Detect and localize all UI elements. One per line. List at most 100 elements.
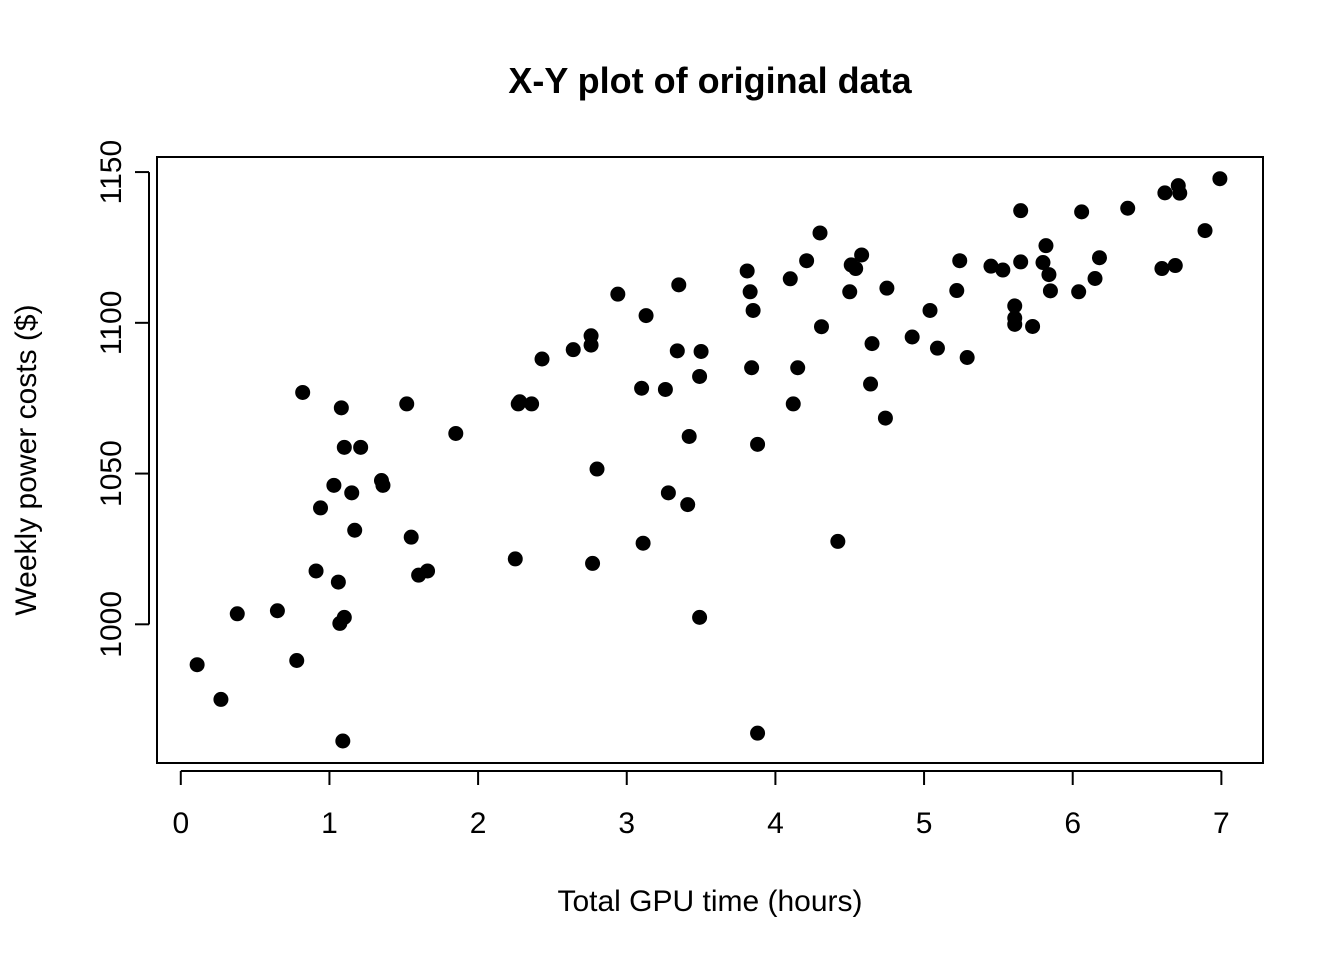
data-point bbox=[692, 609, 708, 625]
data-point bbox=[344, 485, 360, 501]
data-point bbox=[534, 351, 550, 367]
data-point bbox=[744, 360, 760, 376]
data-point bbox=[742, 284, 758, 300]
data-point bbox=[1172, 185, 1188, 201]
data-point bbox=[512, 394, 528, 410]
x-tick-label: 5 bbox=[916, 807, 933, 840]
data-point bbox=[420, 563, 436, 579]
data-point bbox=[848, 261, 864, 277]
data-point bbox=[1074, 204, 1090, 220]
data-point bbox=[1154, 261, 1170, 277]
data-point bbox=[295, 384, 311, 400]
y-tick-label: 1100 bbox=[95, 291, 128, 356]
data-point bbox=[1035, 255, 1051, 271]
data-point bbox=[995, 262, 1011, 278]
data-point bbox=[589, 461, 605, 477]
data-point bbox=[1071, 284, 1087, 300]
data-point bbox=[1038, 238, 1054, 254]
plot-frame bbox=[156, 156, 1264, 764]
data-point bbox=[610, 286, 626, 302]
data-point bbox=[813, 319, 829, 335]
data-point bbox=[353, 439, 369, 455]
y-tick-label: 1000 bbox=[95, 591, 128, 658]
data-point bbox=[842, 284, 858, 300]
data-point bbox=[929, 340, 945, 356]
data-point bbox=[330, 574, 346, 590]
data-point bbox=[1013, 254, 1029, 270]
data-point bbox=[671, 277, 687, 293]
data-point bbox=[308, 563, 324, 579]
data-point bbox=[877, 410, 893, 426]
y-tick-label: 1050 bbox=[95, 440, 128, 507]
x-tick-label: 4 bbox=[767, 807, 784, 840]
data-point bbox=[403, 529, 419, 545]
x-tick-label: 2 bbox=[470, 807, 487, 840]
x-tick-label: 1 bbox=[321, 807, 338, 840]
data-points bbox=[189, 171, 1228, 749]
data-point bbox=[1157, 185, 1173, 201]
data-point bbox=[507, 551, 523, 567]
data-point bbox=[189, 657, 205, 673]
data-point bbox=[1197, 223, 1213, 239]
data-point bbox=[1007, 310, 1023, 326]
data-point bbox=[922, 302, 938, 318]
data-point bbox=[745, 302, 761, 318]
data-point bbox=[812, 225, 828, 241]
data-point bbox=[269, 603, 285, 619]
data-point bbox=[336, 609, 352, 625]
data-point bbox=[347, 522, 363, 538]
x-tick-label: 0 bbox=[172, 807, 189, 840]
data-point bbox=[750, 436, 766, 452]
data-point bbox=[1167, 258, 1183, 274]
data-point bbox=[638, 308, 654, 324]
data-point bbox=[1087, 271, 1103, 287]
chart-title: X-Y plot of original data bbox=[508, 60, 912, 101]
data-point bbox=[336, 439, 352, 455]
data-point bbox=[585, 555, 601, 571]
data-point bbox=[1013, 203, 1029, 219]
data-point bbox=[657, 381, 673, 397]
data-point bbox=[1091, 250, 1107, 266]
data-point bbox=[750, 725, 766, 741]
data-point bbox=[1041, 267, 1057, 283]
data-point bbox=[229, 606, 245, 622]
data-point bbox=[213, 691, 229, 707]
data-point bbox=[680, 497, 696, 513]
data-point bbox=[782, 271, 798, 287]
data-point bbox=[952, 253, 968, 269]
y-axis-label: Weekly power costs ($) bbox=[10, 304, 43, 615]
data-point bbox=[693, 343, 709, 359]
y-axis: 1000 1050 1100 1150 bbox=[95, 140, 150, 658]
data-point bbox=[949, 283, 965, 299]
data-point bbox=[799, 253, 815, 269]
data-point bbox=[313, 500, 329, 516]
data-point bbox=[681, 428, 697, 444]
data-point bbox=[399, 396, 415, 412]
data-point bbox=[864, 336, 880, 352]
data-point bbox=[335, 733, 351, 749]
data-point bbox=[289, 652, 305, 668]
data-point bbox=[669, 343, 685, 359]
data-point bbox=[634, 380, 650, 396]
data-point bbox=[448, 425, 464, 441]
data-point bbox=[983, 258, 999, 274]
data-point bbox=[879, 280, 895, 296]
data-point bbox=[375, 477, 391, 493]
data-point bbox=[790, 360, 806, 376]
x-tick-label: 6 bbox=[1064, 807, 1081, 840]
x-tick-label: 3 bbox=[618, 807, 635, 840]
data-point bbox=[326, 477, 342, 493]
data-point bbox=[959, 349, 975, 365]
x-axis-label: Total GPU time (hours) bbox=[557, 885, 862, 918]
data-point bbox=[904, 329, 920, 345]
y-tick-label: 1150 bbox=[95, 140, 128, 205]
data-point bbox=[635, 535, 651, 551]
x-axis: 0 1 2 3 4 5 6 7 bbox=[172, 770, 1230, 840]
data-point bbox=[739, 263, 755, 279]
data-point bbox=[785, 396, 801, 412]
data-point bbox=[583, 328, 599, 344]
data-point bbox=[660, 485, 676, 501]
x-tick-label: 7 bbox=[1213, 807, 1230, 840]
